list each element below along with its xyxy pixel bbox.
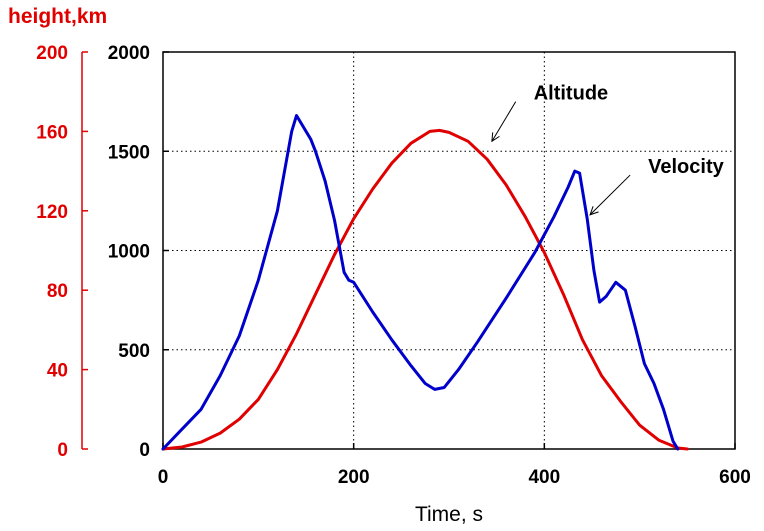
annotation-arrow [589, 174, 631, 216]
annotation-arrow [491, 101, 517, 142]
left-tick-label: 0 [57, 440, 68, 461]
series-lines [161, 114, 689, 451]
left-tick-label: 160 [36, 122, 68, 143]
left-axis-ticks: 0 40 80 120 160 200 [36, 43, 68, 461]
x-axis-ticks: 0 200 400 600 [158, 443, 751, 488]
x-tick-label: 600 [719, 467, 751, 488]
left-tick-label: 80 [47, 281, 68, 302]
x-axis-title: Time, s [415, 503, 483, 526]
annotation-label-altitude: Altitude [534, 83, 608, 105]
series-line-velocity [161, 114, 680, 451]
annotation-label-velocity: Velocity [648, 156, 724, 178]
velocity-tick-label: 2000 [108, 43, 150, 64]
x-tick-label: 0 [158, 467, 169, 488]
x-tick-label: 400 [528, 467, 560, 488]
x-tick-label: 200 [338, 467, 370, 488]
right-velocity-axis-ticks: 0 500 1000 1500 2000 [108, 43, 169, 461]
series-line-altitude [161, 128, 689, 451]
velocity-tick-label: 0 [139, 440, 150, 461]
annotation-arrowhead [491, 132, 500, 143]
left-axis-title: height,km [8, 5, 107, 28]
annotation-arrowhead [589, 206, 599, 216]
velocity-tick-label: 500 [118, 341, 150, 362]
left-tick-label: 200 [36, 43, 68, 64]
annotations: Altitude Velocity [491, 83, 725, 216]
velocity-tick-label: 1500 [108, 142, 150, 163]
velocity-tick-label: 1000 [108, 242, 150, 263]
grid-lines [163, 52, 735, 449]
left-height-axis [81, 51, 88, 450]
left-tick-label: 120 [36, 202, 68, 223]
left-tick-label: 40 [47, 361, 68, 382]
